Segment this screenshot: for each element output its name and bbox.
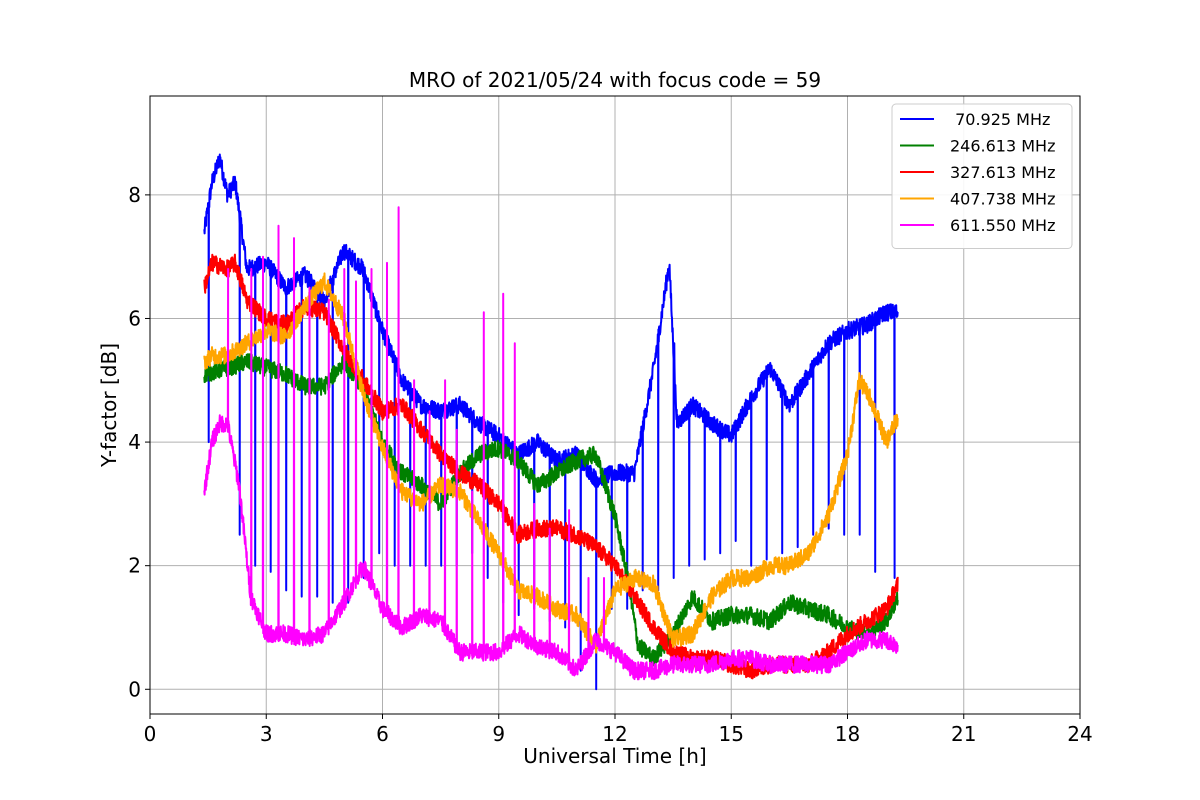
x-tick-label: 9 [492,722,505,746]
plot-area [203,153,899,691]
y-axis-label: Y-factor [dB] [97,343,121,468]
x-tick-label: 3 [260,722,273,746]
y-tick-label: 6 [128,306,141,330]
y-axis: 0 2 4 6 8 [128,183,150,701]
chart-title: MRO of 2021/05/24 with focus code = 59 [409,68,821,92]
x-tick-label: 21 [951,722,976,746]
x-tick-label: 0 [144,722,157,746]
y-tick-label: 0 [128,677,141,701]
x-tick-label: 6 [376,722,389,746]
legend-label-1: 246.613 MHz [950,137,1055,156]
x-tick-label: 18 [835,722,860,746]
x-tick-label: 12 [602,722,627,746]
legend-label-2: 327.613 MHz [950,163,1055,182]
legend-label-3: 407.738 MHz [950,190,1055,209]
legend-box [891,103,1073,249]
x-axis-label: Universal Time [h] [523,744,706,768]
x-tick-label: 24 [1067,722,1092,746]
series-line-3 [203,272,899,654]
series-line-1 [203,353,899,667]
x-tick-label: 15 [719,722,744,746]
legend: 70.925 MHz 246.613 MHz 327.613 MHz 407.738 … [891,103,1073,249]
x-axis: 0 3 6 9 12 15 18 21 24 [144,714,1093,746]
legend-label-0: 70.925 MHz [950,110,1050,129]
series-line-4 [203,206,899,681]
legend-label-4: 611.550 MHz [950,216,1055,235]
y-tick-label: 4 [128,430,141,454]
y-tick-label: 2 [128,554,141,578]
series-line-0 [203,153,899,691]
y-tick-label: 8 [128,183,141,207]
